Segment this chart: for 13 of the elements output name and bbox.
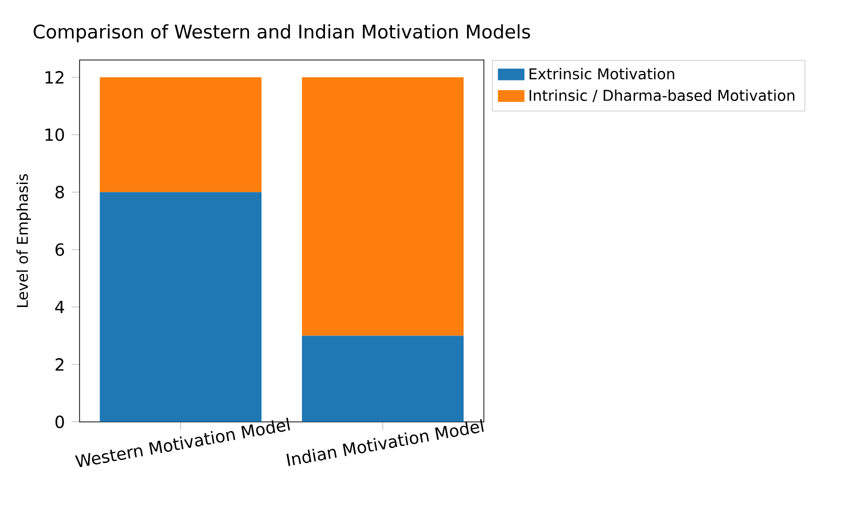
- bar: [100, 77, 262, 192]
- y-tick-label: 0: [55, 416, 64, 428]
- y-tick-label: 8: [56, 186, 64, 199]
- legend-label: Extrinsic Motivation: [530, 68, 674, 80]
- y-tick-label: 6: [56, 243, 64, 256]
- y-tick-label: 12: [46, 71, 64, 84]
- legend-label: Intrinsic / Dharma-based Motivation: [530, 90, 794, 102]
- y-axis-title: Level of Emphasis: [16, 174, 31, 308]
- chart-title: Comparison of Western and Indian Motivation Models: [34, 24, 530, 42]
- y-tick-label: 10: [46, 128, 64, 142]
- y-tick-label: 4: [55, 301, 64, 314]
- y-tick-label: 2: [56, 358, 64, 371]
- bar: [302, 77, 464, 336]
